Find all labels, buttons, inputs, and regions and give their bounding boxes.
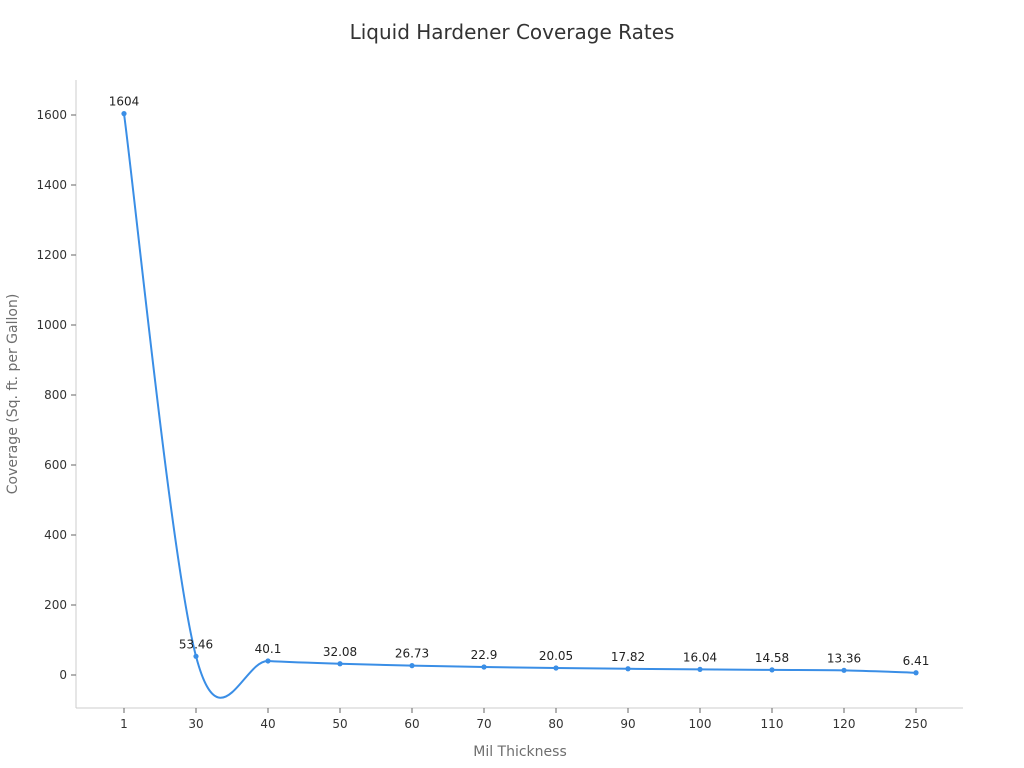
- data-label: 16.04: [683, 650, 717, 664]
- data-label: 20.05: [539, 649, 573, 663]
- x-axis: 1 30 40 50 60 70 80 90 100 110 120 250: [76, 707, 963, 731]
- data-point[interactable]: [121, 111, 127, 117]
- data-point[interactable]: [625, 666, 631, 672]
- y-axis: 0 200 400 600 800 1000 1200 1400 1600: [36, 80, 77, 708]
- data-label: 40.1: [255, 642, 282, 656]
- y-axis-title: Coverage (Sq. ft. per Gallon): [5, 294, 21, 495]
- data-point[interactable]: [769, 667, 775, 673]
- data-label: 53.46: [179, 637, 213, 651]
- data-label: 1604: [109, 95, 140, 109]
- y-tick-label: 1000: [36, 318, 67, 332]
- series-line: [123, 113, 917, 699]
- x-tick-label: 90: [620, 717, 635, 731]
- data-point[interactable]: [553, 665, 559, 671]
- data-label: 32.08: [323, 645, 357, 659]
- x-tick-label: 1: [120, 717, 128, 731]
- x-tick-label: 250: [905, 717, 928, 731]
- data-label: 26.73: [395, 647, 429, 661]
- data-point[interactable]: [193, 653, 199, 659]
- y-tick-label: 1600: [36, 108, 67, 122]
- data-label: 14.58: [755, 651, 789, 665]
- x-tick-label: 100: [689, 717, 712, 731]
- y-tick-label: 600: [44, 458, 67, 472]
- y-tick-label: 1200: [36, 248, 67, 262]
- chart-title: Liquid Hardener Coverage Rates: [349, 20, 675, 44]
- data-point[interactable]: [697, 666, 703, 672]
- x-tick-label: 50: [332, 717, 347, 731]
- y-tick-label: 200: [44, 598, 67, 612]
- y-tick-label: 1400: [36, 178, 67, 192]
- x-tick-label: 70: [476, 717, 491, 731]
- data-label: 13.36: [827, 651, 861, 665]
- data-labels: 1604 53.46 40.1 32.08 26.73 22.9 20.05 17.82 16.…: [109, 95, 930, 668]
- data-point[interactable]: [337, 661, 343, 667]
- y-tick-label: 800: [44, 388, 67, 402]
- x-tick-label: 40: [260, 717, 275, 731]
- y-tick-label: 400: [44, 528, 67, 542]
- series-coverage: [121, 111, 919, 699]
- x-tick-label: 110: [761, 717, 784, 731]
- data-point[interactable]: [841, 667, 847, 673]
- y-tick-label: 0: [59, 668, 67, 682]
- x-axis-title: Mil Thickness: [473, 744, 567, 760]
- data-label: 17.82: [611, 650, 645, 664]
- data-label: 6.41: [903, 654, 930, 668]
- x-tick-label: 80: [548, 717, 563, 731]
- data-point[interactable]: [913, 670, 919, 676]
- data-point[interactable]: [265, 658, 271, 664]
- data-label: 22.9: [471, 648, 498, 662]
- data-point[interactable]: [409, 663, 415, 669]
- data-point[interactable]: [481, 664, 487, 670]
- x-tick-label: 30: [188, 717, 203, 731]
- x-tick-label: 120: [833, 717, 856, 731]
- x-tick-label: 60: [404, 717, 419, 731]
